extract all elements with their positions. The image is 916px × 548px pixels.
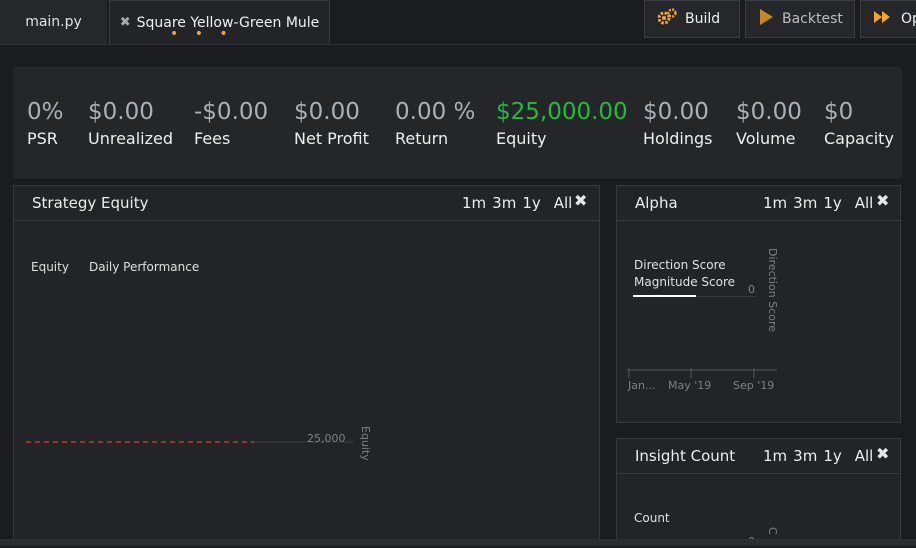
- y-tick-label: 0: [748, 283, 755, 296]
- legend-equity[interactable]: Equity: [31, 260, 69, 274]
- magnitude-score-line: [633, 295, 696, 297]
- stat-label: Return: [395, 129, 449, 148]
- panel-header: Strategy Equity 1m 3m 1y All ✖: [14, 186, 599, 221]
- stat-value: $0.00: [88, 99, 154, 125]
- x-tick-label: Jan...: [628, 379, 656, 392]
- gears-icon: [657, 8, 677, 30]
- backtest-button[interactable]: Backtest: [745, 0, 855, 38]
- range-selector: 1m 3m 1y All: [757, 447, 873, 465]
- range-1y[interactable]: 1y: [522, 194, 541, 212]
- stat-value: $0.00: [294, 99, 360, 125]
- stat-capacity: $0 Capacity: [824, 99, 894, 148]
- legend-count[interactable]: Count: [634, 511, 670, 525]
- build-button[interactable]: Build: [644, 0, 740, 38]
- stat-value: 0%: [27, 99, 64, 125]
- range-all[interactable]: All: [854, 194, 874, 212]
- statistics-bar: 0% PSR $0.00 Unrealized -$0.00 Fees $0.0…: [13, 67, 902, 179]
- tab-main-py[interactable]: main.py: [0, 0, 107, 44]
- alpha-panel: Alpha 1m 3m 1y All ✖ Direction Score Magnit…: [616, 185, 901, 423]
- range-selector: 1m 3m 1y All: [456, 194, 572, 212]
- stat-label: Unrealized: [88, 129, 174, 148]
- stat-value: $0: [824, 99, 854, 125]
- fast-forward-icon: [873, 9, 893, 29]
- panel-header: Alpha 1m 3m 1y All ✖: [617, 186, 900, 221]
- x-tick-label: Sep '19: [733, 379, 775, 392]
- unsaved-indicator: • • •: [170, 26, 234, 42]
- range-1y[interactable]: 1y: [823, 447, 842, 465]
- stat-value: $0.00: [736, 99, 802, 125]
- equity-line: [26, 441, 354, 443]
- tab-label: main.py: [25, 14, 82, 30]
- stat-volume: $0.00 Volume: [736, 99, 802, 148]
- legend-direction-score[interactable]: Direction Score: [634, 258, 726, 272]
- optimize-button[interactable]: Op: [860, 0, 916, 38]
- backtest-label: Backtest: [782, 11, 843, 27]
- optimize-label: Op: [901, 11, 916, 27]
- stat-unrealized: $0.00 Unrealized: [88, 99, 173, 148]
- stat-value: 0.00 %: [395, 99, 476, 125]
- stat-label: Volume: [736, 129, 796, 148]
- stat-label: PSR: [27, 129, 58, 148]
- stat-net-profit: $0.00 Net Profit: [294, 99, 369, 148]
- range-all[interactable]: All: [553, 194, 573, 212]
- range-1m[interactable]: 1m: [462, 194, 487, 212]
- stat-label: Holdings: [643, 129, 713, 148]
- tab-strategy[interactable]: ✖ Square Yellow-Green Mule • • •: [109, 0, 330, 44]
- range-3m[interactable]: 3m: [793, 447, 818, 465]
- strategy-equity-panel: Strategy Equity 1m 3m 1y All ✖ Equity Daily…: [13, 185, 600, 546]
- play-icon: [758, 8, 774, 30]
- stat-holdings: $0.00 Holdings: [643, 99, 713, 148]
- close-icon[interactable]: ✖: [119, 15, 131, 30]
- stat-value: $0.00: [643, 99, 709, 125]
- stat-equity: $25,000.00 Equity: [496, 99, 628, 148]
- range-1m[interactable]: 1m: [763, 447, 788, 465]
- range-1m[interactable]: 1m: [763, 194, 788, 212]
- y-tick-label: 25,000: [307, 432, 346, 445]
- panel-title: Strategy Equity: [32, 194, 149, 212]
- y-axis-label: Direction Score: [766, 248, 779, 332]
- stat-value: $25,000.00: [496, 99, 628, 125]
- panel-title: Insight Count: [635, 447, 736, 465]
- legend-magnitude-score[interactable]: Magnitude Score: [634, 275, 735, 289]
- legend-daily-performance[interactable]: Daily Performance: [89, 260, 200, 274]
- range-selector: 1m 3m 1y All: [757, 194, 873, 212]
- panel-title: Alpha: [635, 194, 678, 212]
- zero-gridline: [696, 296, 756, 297]
- range-all[interactable]: All: [854, 447, 874, 465]
- panel-header: Insight Count 1m 3m 1y All ✖: [617, 439, 900, 474]
- stat-label: Equity: [496, 129, 547, 148]
- y-axis-label: C: [766, 527, 779, 535]
- stat-return: 0.00 % Return: [395, 99, 475, 148]
- stat-label: Net Profit: [294, 129, 369, 148]
- close-icon[interactable]: ✖: [876, 444, 890, 463]
- tab-label: Square Yellow-Green Mule: [136, 14, 320, 31]
- stat-fees: -$0.00 Fees: [194, 99, 268, 148]
- close-icon[interactable]: ✖: [574, 191, 588, 210]
- range-3m[interactable]: 3m: [492, 194, 517, 212]
- y-axis-label: Equity: [359, 426, 372, 461]
- x-tick-label: May '19: [668, 379, 712, 392]
- range-3m[interactable]: 3m: [793, 194, 818, 212]
- close-icon[interactable]: ✖: [876, 191, 890, 210]
- range-1y[interactable]: 1y: [823, 194, 842, 212]
- stat-label: Capacity: [824, 129, 894, 148]
- x-axis: [627, 368, 777, 378]
- stat-psr: 0% PSR: [27, 99, 64, 148]
- stat-value: -$0.00: [194, 99, 269, 125]
- bottom-scrollbar[interactable]: [0, 539, 916, 546]
- stat-label: Fees: [194, 129, 231, 148]
- build-label: Build: [685, 11, 721, 27]
